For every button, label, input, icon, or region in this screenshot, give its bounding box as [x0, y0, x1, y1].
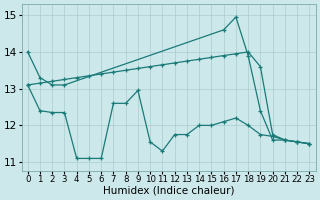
X-axis label: Humidex (Indice chaleur): Humidex (Indice chaleur): [103, 186, 234, 196]
